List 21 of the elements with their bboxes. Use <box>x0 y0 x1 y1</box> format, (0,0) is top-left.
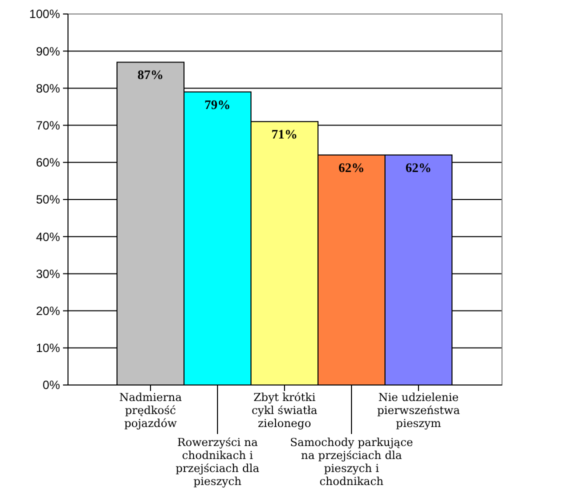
x-tick-label: Rowerzyści na chodnikach i przejściach dla pieszych <box>176 436 260 488</box>
x-tick-label: Samochody parkujące na przejściach dla pieszych i chodnikach <box>290 436 414 488</box>
y-tick-label: 50% <box>36 192 60 207</box>
data-label: 71% <box>272 126 298 142</box>
y-tick-label: 60% <box>36 156 60 170</box>
y-tick-label: 90% <box>36 44 60 58</box>
x-tick-label: Zbyt krótki cykl światła zielonego <box>252 391 318 430</box>
data-label: 62% <box>406 160 432 175</box>
y-tick-label: 80% <box>36 81 60 96</box>
y-tick-label: 0% <box>42 378 60 392</box>
x-tick-label: Nie udzielenie pierwszeństwa pieszym <box>377 391 460 430</box>
data-label: 62% <box>338 160 364 175</box>
y-tick-label: 20% <box>36 304 60 318</box>
y-tick-label: 10% <box>36 341 60 356</box>
y-tick-label: 30% <box>36 266 60 281</box>
y-tick-label: 40% <box>36 230 60 244</box>
x-tick-label: Nadmierna prędkość pojazdów <box>119 391 182 430</box>
data-label: 79% <box>204 96 230 112</box>
y-tick-label: 100% <box>29 7 60 22</box>
y-tick-label: 70% <box>36 118 60 132</box>
data-label: 87% <box>138 67 164 82</box>
